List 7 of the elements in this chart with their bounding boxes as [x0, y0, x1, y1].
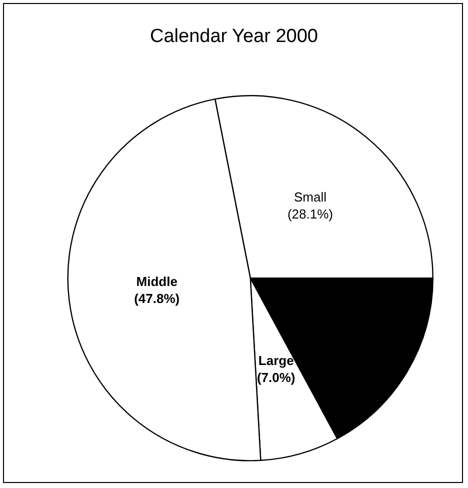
data-label: (28.1%)	[287, 206, 333, 222]
slice-label: Middle	[136, 274, 178, 289]
slice-label: Large	[258, 352, 294, 368]
data-label: (7.0%)	[256, 370, 296, 385]
slice-label: Small	[294, 189, 327, 204]
chart-title: Calendar Year 2000	[150, 26, 318, 47]
data-label: (47.8%)	[134, 290, 180, 306]
